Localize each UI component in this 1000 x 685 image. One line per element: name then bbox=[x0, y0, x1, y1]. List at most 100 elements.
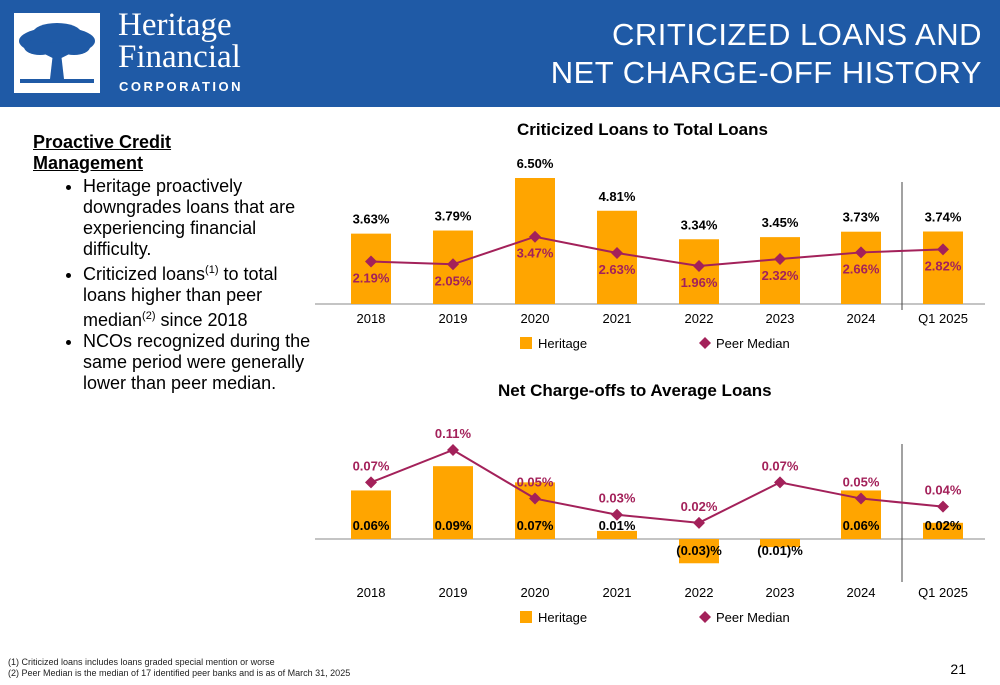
bullet-criticized-a: Criticized loans bbox=[83, 264, 206, 284]
chart2-bar-label-2021: 0.01% bbox=[599, 518, 636, 533]
chart1-tick-2023: 2023 bbox=[766, 311, 795, 326]
logo-line-heritage: Heritage bbox=[118, 7, 232, 43]
chart2-peer-label-2024: 0.05% bbox=[843, 475, 880, 490]
chart1-tick-2018: 2018 bbox=[357, 311, 386, 326]
page-number: 21 bbox=[950, 661, 966, 677]
bullet-criticized: Criticized loans(1) to total loans highe… bbox=[83, 260, 323, 331]
chart1-bar-label-2020: 6.50% bbox=[517, 156, 554, 171]
chart2-bar-Q1 2025 bbox=[923, 522, 963, 539]
chart1-peer-label-2023: 2.32% bbox=[762, 268, 799, 283]
chart1-peer-point-2021 bbox=[611, 247, 623, 260]
chart2-peer-label-2022: 0.02% bbox=[681, 499, 718, 514]
chart1-tick-2020: 2020 bbox=[521, 311, 550, 326]
chart1-legend-peer-swatch bbox=[699, 337, 711, 349]
chart1-peer-point-2023 bbox=[774, 253, 786, 266]
header-banner: Heritage Financial CORPORATION CRITICIZE… bbox=[0, 0, 1000, 107]
chart1-peer-label-2018: 2.19% bbox=[353, 271, 390, 286]
chart2-title: Net Charge-offs to Average Loans bbox=[498, 381, 772, 400]
footnote-ref-1: (1) bbox=[205, 264, 219, 276]
chart1-legend-peer-label: Peer Median bbox=[716, 336, 790, 351]
chart1-peer-point-2024 bbox=[855, 246, 867, 259]
chart1-peer-point-2019 bbox=[447, 258, 459, 271]
chart1-peer-label-2022: 1.96% bbox=[681, 275, 718, 290]
chart1-peer-point-2022 bbox=[693, 260, 705, 273]
chart2-tick-2022: 2022 bbox=[685, 585, 714, 600]
chart2-bar-label-2018: 0.06% bbox=[353, 518, 390, 533]
logo-line-financial: Financial bbox=[118, 39, 241, 75]
chart2-tick-2024: 2024 bbox=[847, 585, 876, 600]
bullet-list: Heritage proactively downgrades loans th… bbox=[33, 176, 323, 394]
page-title-line2: NET CHARGE-OFF HISTORY bbox=[550, 55, 982, 90]
page-title: CRITICIZED LOANS AND NET CHARGE-OFF HIST… bbox=[551, 16, 982, 92]
chart2-peer-point-2019 bbox=[447, 444, 459, 456]
logo-wordmark: Heritage Financial bbox=[118, 7, 241, 75]
chart2-tick-2020: 2020 bbox=[521, 585, 550, 600]
chart1-tick-2021: 2021 bbox=[603, 311, 632, 326]
panel-heading: Proactive Credit Management bbox=[33, 132, 323, 174]
chart1-bar-label-2021: 4.81% bbox=[599, 189, 636, 204]
chart1-peer-label-Q1 2025: 2.82% bbox=[925, 258, 962, 273]
bullet-criticized-b: to total loans higher than peer median bbox=[83, 264, 278, 330]
chart2-bar-2021 bbox=[597, 530, 637, 539]
chart1-peer-point-2018 bbox=[365, 255, 377, 268]
chart1-bar-label-2023: 3.45% bbox=[762, 215, 799, 230]
chart2-peer-point-2024 bbox=[855, 492, 867, 505]
chart2-bar-label-2020: 0.07% bbox=[517, 518, 554, 533]
chart1-bar-label-2024: 3.73% bbox=[843, 210, 880, 225]
chart1-bar-label-2018: 3.63% bbox=[353, 212, 390, 227]
chart2-peer-point-2023 bbox=[774, 476, 786, 489]
chart2-bar-label-2023: (0.01)% bbox=[757, 543, 803, 558]
chart2-bar-2022 bbox=[679, 539, 719, 564]
chart1-bar-2018 bbox=[351, 233, 391, 304]
chart2-tick-2019: 2019 bbox=[439, 585, 468, 600]
chart2-peer-point-2020 bbox=[529, 492, 541, 505]
chart1-peer-label-2021: 2.63% bbox=[599, 262, 636, 277]
footnote-ref-2: (2) bbox=[142, 310, 156, 322]
chart1-peer-line bbox=[370, 235, 944, 268]
chart2-bar-2018 bbox=[351, 490, 391, 539]
chart1-peer-label-2020: 3.47% bbox=[517, 246, 554, 261]
chart1-title: Criticized Loans to Total Loans bbox=[517, 120, 768, 139]
chart2-tick-2021: 2021 bbox=[603, 585, 632, 600]
chart2-legend-peer-label: Peer Median bbox=[716, 610, 790, 625]
chart1-tick-2024: 2024 bbox=[847, 311, 876, 326]
panel-heading-line1: Proactive Credit bbox=[33, 132, 172, 152]
chart2-legend-peer-swatch bbox=[699, 611, 711, 623]
chart1-peer-label-2024: 2.66% bbox=[843, 261, 880, 276]
panel-heading-line2: Management bbox=[33, 153, 144, 173]
chart2-peer-point-2021 bbox=[611, 508, 623, 521]
chart2-peer-line bbox=[370, 448, 944, 524]
chart2-peer-point-Q1 2025 bbox=[937, 500, 949, 513]
chart1-peer-point-2020 bbox=[529, 230, 541, 243]
chart1-bar-2024 bbox=[841, 231, 881, 304]
chart2-legend-heritage-swatch bbox=[520, 611, 532, 623]
chart1-tick-Q1 2025: Q1 2025 bbox=[918, 311, 968, 326]
chart1-bar-label-Q1 2025: 3.74% bbox=[925, 210, 962, 225]
chart2-tick-2023: 2023 bbox=[766, 585, 795, 600]
chart2-peer-label-Q1 2025: 0.04% bbox=[925, 483, 962, 498]
chart2-bar-2023 bbox=[760, 539, 800, 548]
chart1-bar-label-2019: 3.79% bbox=[435, 209, 472, 224]
bullet-criticized-c: since 2018 bbox=[155, 310, 248, 330]
chart2-legend-heritage-label: Heritage bbox=[538, 610, 587, 625]
chart1-peer-point-Q1 2025 bbox=[937, 243, 949, 256]
chart1-legend-heritage-label: Heritage bbox=[538, 336, 587, 351]
chart1-tick-2022: 2022 bbox=[685, 311, 714, 326]
tree-logo-graphic bbox=[19, 23, 95, 83]
chart1-tick-2019: 2019 bbox=[439, 311, 468, 326]
chart1-bar-label-2022: 3.34% bbox=[681, 217, 718, 232]
chart2-peer-label-2020: 0.05% bbox=[517, 475, 554, 490]
logo-line-corporation: CORPORATION bbox=[119, 79, 244, 94]
chart2-bar-2019 bbox=[433, 466, 473, 539]
chart1-bar-2023 bbox=[760, 237, 800, 304]
credit-management-panel: Proactive Credit Management Heritage pro… bbox=[33, 132, 323, 394]
footnote-1: (1) Criticized loans includes loans grad… bbox=[8, 657, 275, 667]
bullet-downgrades: Heritage proactively downgrades loans th… bbox=[83, 176, 323, 260]
chart2-bar-label-Q1 2025: 0.02% bbox=[925, 518, 962, 533]
chart2-peer-label-2021: 0.03% bbox=[599, 491, 636, 506]
chart1-peer-label-2019: 2.05% bbox=[435, 273, 472, 288]
chart2-tick-2018: 2018 bbox=[357, 585, 386, 600]
chart2-peer-label-2023: 0.07% bbox=[762, 458, 799, 473]
tree-logo-icon bbox=[14, 13, 100, 93]
